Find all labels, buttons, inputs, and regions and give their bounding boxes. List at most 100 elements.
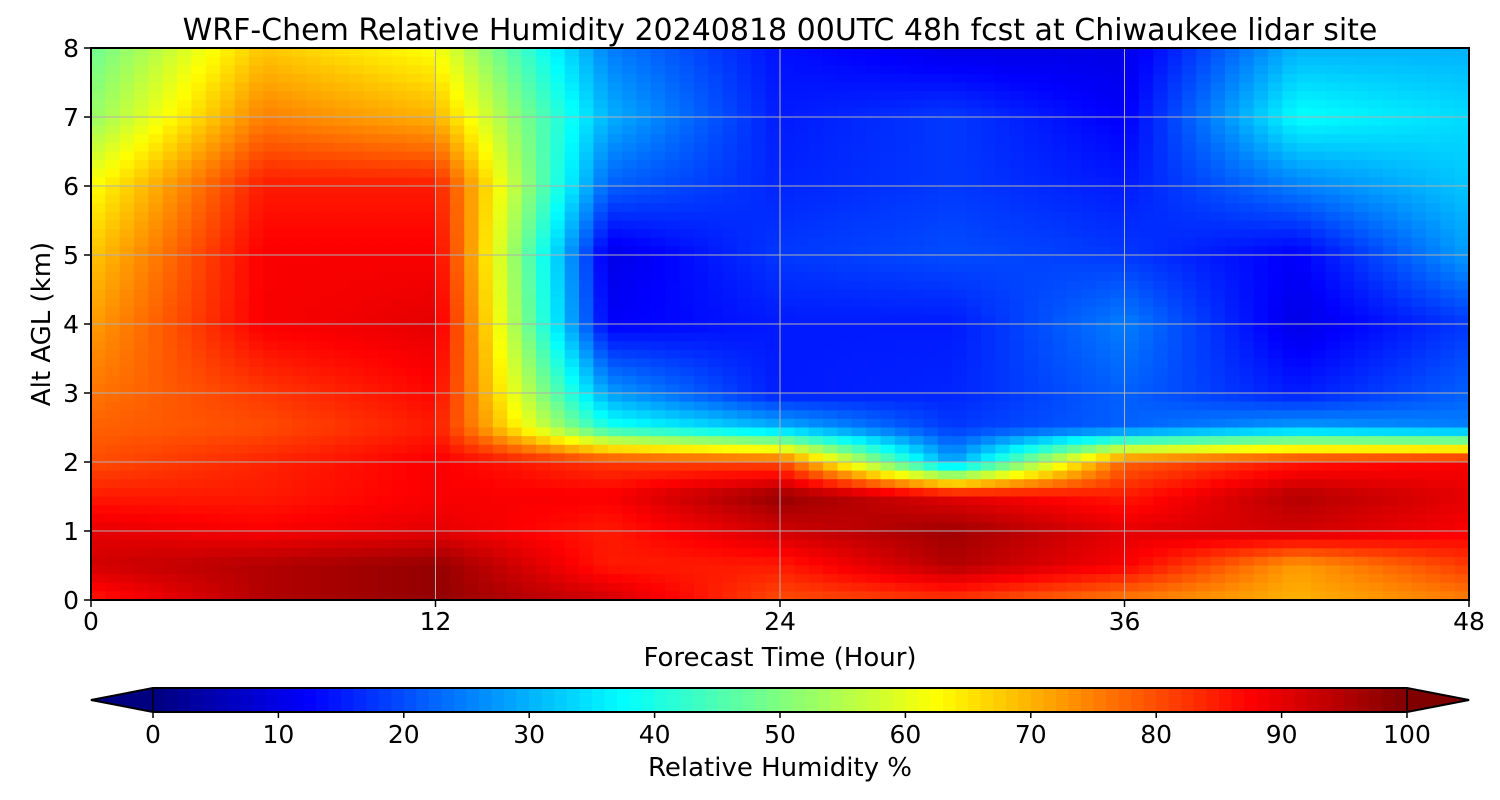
heatmap-cell bbox=[1067, 418, 1083, 429]
heatmap-cell bbox=[119, 349, 135, 360]
heatmap-cell bbox=[1339, 401, 1355, 411]
heatmap-cell bbox=[579, 462, 594, 472]
heatmap-cell bbox=[148, 393, 164, 403]
heatmap-cell bbox=[1268, 289, 1283, 299]
heatmap-cell bbox=[449, 298, 465, 308]
heatmap-cell bbox=[923, 349, 939, 360]
heatmap-cell bbox=[937, 186, 953, 196]
heatmap-cell bbox=[1239, 186, 1255, 196]
heatmap-cell bbox=[823, 418, 839, 429]
heatmap-cell bbox=[1411, 289, 1427, 299]
heatmap-cell bbox=[1038, 151, 1054, 161]
heatmap-cell bbox=[1425, 151, 1441, 161]
heatmap-cell bbox=[349, 134, 365, 144]
heatmap-cell bbox=[320, 263, 336, 273]
heatmap-cell bbox=[1081, 384, 1097, 394]
heatmap-cell bbox=[937, 341, 953, 351]
heatmap-cell bbox=[105, 436, 121, 446]
heatmap-cell bbox=[751, 211, 767, 222]
heatmap-cell bbox=[1296, 410, 1312, 420]
heatmap-cell bbox=[205, 280, 221, 291]
heatmap-cell bbox=[449, 134, 465, 144]
heatmap-cell bbox=[1354, 393, 1370, 403]
heatmap-cell bbox=[1210, 82, 1226, 92]
heatmap-cell bbox=[708, 375, 724, 385]
heatmap-cell bbox=[909, 108, 925, 118]
heatmap-cell bbox=[177, 280, 193, 291]
heatmap-cell bbox=[205, 444, 221, 454]
heatmap-cell bbox=[220, 220, 236, 230]
heatmap-cell bbox=[550, 444, 566, 454]
heatmap-cell bbox=[780, 160, 795, 170]
heatmap-cell bbox=[191, 117, 207, 127]
heatmap-cell bbox=[1138, 99, 1154, 109]
heatmap-cell bbox=[1282, 367, 1298, 377]
heatmap-cell bbox=[650, 186, 666, 196]
heatmap-cell bbox=[1095, 65, 1111, 75]
heatmap-cell bbox=[1282, 142, 1298, 153]
heatmap-cell bbox=[220, 427, 236, 437]
heatmap-cell bbox=[335, 56, 350, 66]
heatmap-cell bbox=[765, 384, 781, 394]
heatmap-cell bbox=[823, 194, 839, 204]
heatmap-cell bbox=[105, 134, 121, 144]
heatmap-cell bbox=[751, 194, 767, 204]
heatmap-cell bbox=[1425, 229, 1441, 239]
heatmap-cell bbox=[1181, 384, 1197, 394]
heatmap-cell bbox=[607, 358, 623, 368]
heatmap-cell bbox=[191, 444, 207, 454]
heatmap-cell bbox=[1325, 82, 1341, 92]
heatmap-cell bbox=[966, 427, 982, 437]
heatmap-cell bbox=[521, 272, 537, 282]
heatmap-cell bbox=[1210, 289, 1226, 299]
heatmap-cell bbox=[1325, 332, 1341, 342]
heatmap-cell bbox=[335, 194, 350, 204]
heatmap-cell bbox=[1024, 99, 1039, 109]
heatmap-cell bbox=[1024, 306, 1039, 316]
heatmap-cell bbox=[248, 427, 264, 437]
heatmap-cell bbox=[464, 358, 480, 368]
heatmap-cell bbox=[550, 306, 566, 316]
heatmap-cell bbox=[162, 306, 178, 316]
heatmap-cell bbox=[1325, 56, 1341, 66]
heatmap-cell bbox=[435, 160, 451, 170]
heatmap-cell bbox=[464, 211, 480, 222]
heatmap-cell bbox=[751, 151, 767, 161]
heatmap-cell bbox=[435, 229, 451, 239]
heatmap-cell bbox=[464, 280, 480, 291]
heatmap-cell bbox=[1440, 341, 1456, 351]
heatmap-cell bbox=[1210, 298, 1226, 308]
heatmap-cell bbox=[1268, 73, 1283, 84]
heatmap-cell bbox=[478, 393, 494, 403]
heatmap-cell bbox=[306, 410, 322, 420]
heatmap-cell bbox=[851, 298, 867, 308]
heatmap-cell bbox=[1167, 91, 1183, 101]
heatmap-cell bbox=[1153, 160, 1169, 170]
heatmap-cell bbox=[363, 306, 379, 316]
heatmap-cell bbox=[1440, 82, 1456, 92]
heatmap-cell bbox=[1196, 160, 1212, 170]
heatmap-cell bbox=[1339, 315, 1355, 325]
heatmap-cell bbox=[306, 367, 322, 377]
heatmap-cell bbox=[995, 246, 1011, 256]
heatmap-cell bbox=[1354, 436, 1370, 446]
heatmap-cell bbox=[1454, 177, 1469, 187]
heatmap-cell bbox=[234, 272, 250, 282]
heatmap-cell bbox=[248, 324, 264, 334]
heatmap-cell bbox=[1081, 177, 1097, 187]
heatmap-cell bbox=[808, 255, 824, 265]
heatmap-cell bbox=[349, 444, 365, 454]
heatmap-cell bbox=[1282, 160, 1298, 170]
heatmap-cell bbox=[636, 48, 652, 58]
heatmap-cell bbox=[177, 375, 193, 385]
heatmap-cell bbox=[550, 134, 566, 144]
heatmap-cell bbox=[995, 315, 1011, 325]
heatmap-cell bbox=[320, 298, 336, 308]
heatmap-cell bbox=[650, 168, 666, 178]
heatmap-cell bbox=[1454, 73, 1469, 84]
heatmap-cell bbox=[1153, 73, 1169, 84]
heatmap-cell bbox=[851, 82, 867, 92]
heatmap-cell bbox=[722, 151, 738, 161]
heatmap-cell bbox=[1239, 453, 1255, 463]
heatmap-cell bbox=[91, 246, 106, 256]
